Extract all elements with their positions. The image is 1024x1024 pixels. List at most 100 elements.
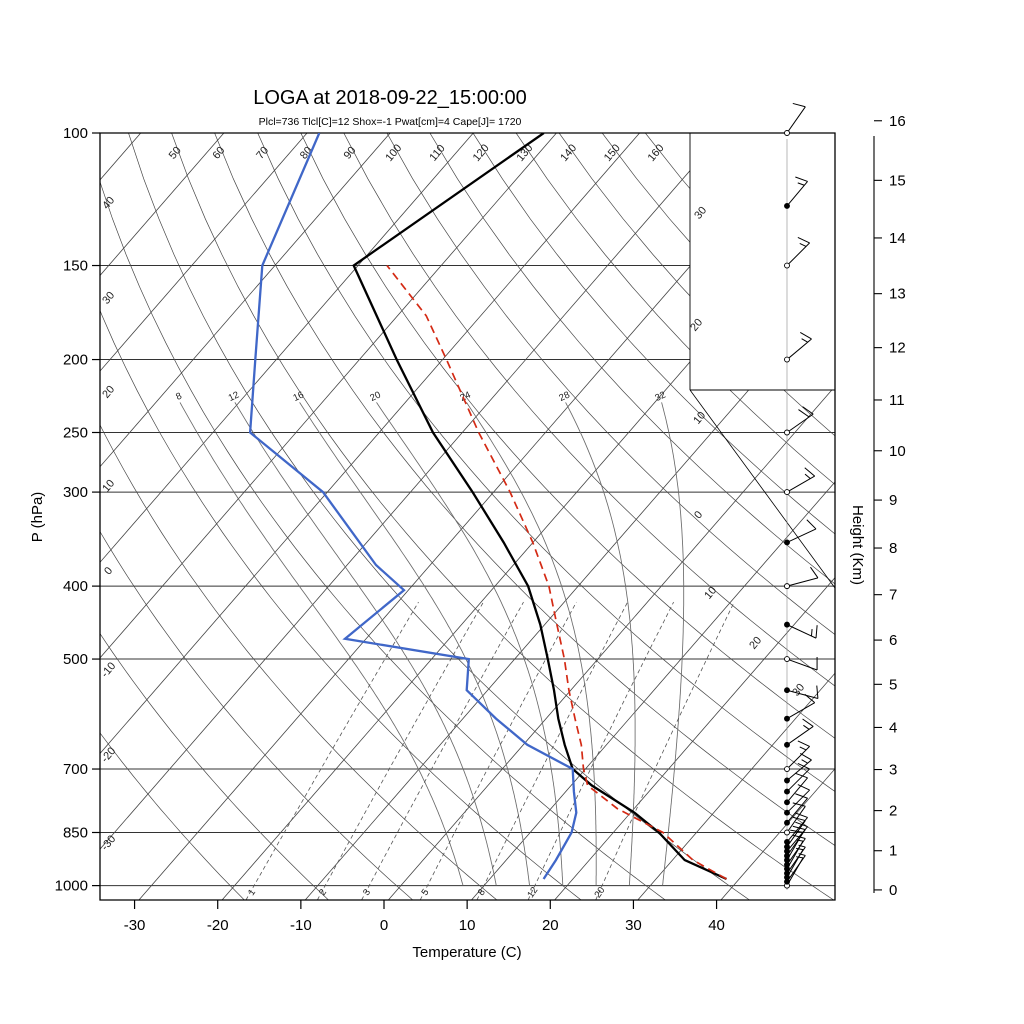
svg-text:12: 12 [525, 885, 540, 900]
svg-text:140: 140 [558, 142, 579, 164]
plot-frame [99, 132, 836, 901]
svg-text:10: 10 [702, 585, 719, 602]
wind-barb [784, 566, 819, 590]
height-axis-title: Height (Km) [849, 505, 866, 585]
chart-parameters-line: Plcl=736 Tlcl[C]=12 Shox=-1 Pwat[cm]=4 C… [259, 116, 522, 128]
svg-text:20: 20 [688, 317, 705, 334]
svg-text:11: 11 [889, 392, 905, 409]
svg-text:0: 0 [889, 882, 897, 899]
svg-text:150: 150 [602, 142, 623, 164]
svg-text:15: 15 [889, 172, 906, 189]
wind-barb [784, 656, 818, 671]
svg-text:6: 6 [889, 632, 897, 649]
svg-text:-10: -10 [99, 660, 118, 680]
svg-text:120: 120 [471, 142, 492, 164]
svg-text:0: 0 [380, 917, 388, 934]
svg-text:30: 30 [790, 682, 807, 699]
svg-text:1: 1 [889, 843, 897, 860]
svg-text:-10: -10 [290, 917, 312, 934]
svg-text:100: 100 [383, 142, 404, 164]
svg-text:3: 3 [889, 762, 897, 779]
wind-barb [784, 793, 808, 826]
temperature-curve [352, 133, 727, 881]
wind-barb [784, 406, 814, 436]
wind-barb [784, 519, 817, 546]
svg-text:5: 5 [419, 887, 431, 898]
sounding-curves [248, 133, 727, 881]
svg-text:20: 20 [100, 384, 117, 401]
wind-barb [784, 844, 806, 877]
svg-text:500: 500 [63, 651, 88, 668]
wind-barb [784, 621, 818, 639]
svg-text:40: 40 [708, 917, 725, 934]
svg-text:250: 250 [63, 424, 88, 441]
svg-text:90: 90 [342, 145, 359, 162]
svg-text:100: 100 [63, 125, 88, 142]
svg-text:30: 30 [692, 205, 709, 222]
svg-text:8: 8 [174, 391, 183, 403]
wind-barb-column [784, 102, 819, 890]
svg-text:20: 20 [542, 917, 559, 934]
svg-text:10: 10 [889, 443, 906, 460]
svg-text:8: 8 [476, 887, 488, 898]
svg-text:9: 9 [889, 492, 897, 509]
svg-text:4: 4 [889, 719, 897, 736]
svg-text:700: 700 [63, 761, 88, 778]
wind-barb [784, 802, 806, 836]
svg-text:20: 20 [368, 390, 382, 404]
wind-barb [784, 236, 810, 269]
plot-border [99, 132, 836, 901]
svg-text:850: 850 [63, 824, 88, 841]
svg-text:10: 10 [691, 410, 708, 427]
svg-text:300: 300 [63, 484, 88, 501]
svg-text:110: 110 [427, 142, 447, 163]
svg-text:-30: -30 [124, 917, 146, 934]
svg-text:400: 400 [63, 578, 88, 595]
svg-text:-20: -20 [207, 917, 229, 934]
svg-text:-30: -30 [99, 833, 118, 853]
svg-text:28: 28 [557, 390, 571, 404]
wind-barb [784, 772, 808, 806]
svg-text:1: 1 [246, 887, 258, 898]
wind-barb [784, 740, 810, 772]
svg-text:1000: 1000 [55, 878, 88, 895]
dewpoint-curve [248, 133, 578, 880]
svg-text:13: 13 [889, 286, 906, 303]
wind-barb [784, 784, 810, 816]
wind-barb [784, 816, 806, 850]
svg-text:2: 2 [889, 803, 897, 820]
svg-text:14: 14 [889, 230, 906, 247]
svg-text:32: 32 [653, 390, 667, 404]
svg-text:8: 8 [889, 540, 897, 557]
svg-text:5: 5 [889, 676, 897, 693]
svg-text:200: 200 [63, 352, 88, 369]
svg-text:7: 7 [889, 587, 897, 604]
svg-text:12: 12 [889, 340, 906, 357]
wind-barb [784, 753, 812, 784]
wind-barb [784, 718, 814, 748]
chart-title: LOGA at 2018-09-22_15:00:00 [253, 87, 527, 109]
wind-barb [784, 812, 808, 845]
svg-text:-20: -20 [99, 745, 118, 765]
svg-text:150: 150 [63, 258, 88, 275]
svg-text:30: 30 [100, 290, 117, 307]
svg-text:0: 0 [102, 565, 115, 577]
svg-text:10: 10 [459, 917, 476, 934]
pressure-axis-title: P (hPa) [29, 492, 46, 543]
svg-text:20: 20 [592, 885, 607, 900]
svg-text:3: 3 [361, 887, 373, 898]
svg-text:12: 12 [227, 390, 241, 404]
svg-text:40: 40 [100, 195, 117, 212]
svg-text:24: 24 [458, 390, 472, 404]
svg-text:2: 2 [317, 887, 329, 898]
x-axis-title: Temperature (C) [412, 944, 521, 961]
background-grid [100, 133, 835, 900]
wind-barb [784, 332, 812, 363]
svg-text:16: 16 [291, 390, 305, 404]
parcel-curve [386, 264, 727, 880]
wind-barb [784, 685, 819, 699]
wind-barb [784, 825, 806, 859]
